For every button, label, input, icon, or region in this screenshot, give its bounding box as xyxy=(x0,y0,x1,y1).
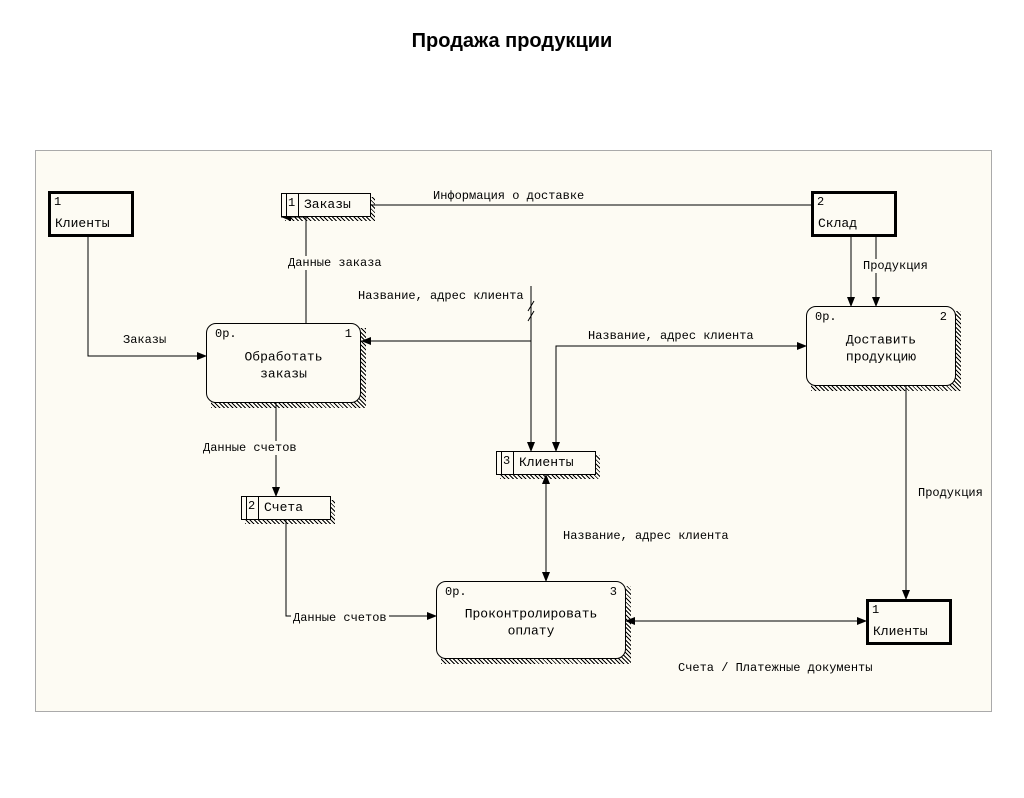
edge-label-e-sklad-deliver: Продукция xyxy=(861,259,930,273)
external-entity-sklad: 2 Склад xyxy=(811,191,897,237)
external-entity-clients-bottom: 1 Клиенты xyxy=(866,599,952,645)
entity-number: 1 xyxy=(872,603,879,617)
edge-label-e-clients-orders: Заказы xyxy=(121,333,168,347)
process-deliver-product: 0р. 2 Доставитьпродукцию xyxy=(806,306,956,386)
edge-label-e-clientsds-control: Название, адрес клиента xyxy=(561,529,731,543)
entity-label: Клиенты xyxy=(873,624,928,639)
datastore-label: Заказы xyxy=(304,197,351,212)
entity-number: 1 xyxy=(54,195,61,209)
edge-e-accounts-control xyxy=(286,520,436,616)
data-store-clients-ds: 3 Клиенты xyxy=(496,451,596,475)
edge-e-clientsds-deliver xyxy=(556,346,806,451)
datastore-number: 2 xyxy=(248,499,255,513)
edge-label-e-proc-accounts: Данные счетов xyxy=(201,441,299,455)
edge-label-e-clientsds-deliver: Название, адрес клиента xyxy=(586,329,756,343)
edge-label-e-accounts-control: Данные счетов xyxy=(291,611,389,625)
data-store-accounts-ds: 2 Счета xyxy=(241,496,331,520)
process-label: Обработатьзаказы xyxy=(207,349,360,383)
edge-label-e-control-clientsbot: Счета / Платежные документы xyxy=(676,661,874,675)
process-control-payment: 0р. 3 Проконтролироватьоплату xyxy=(436,581,626,659)
entity-label: Склад xyxy=(818,216,857,231)
edge-label-e-deliver-clientsbot: Продукция xyxy=(916,486,985,500)
data-store-orders-ds: 1 Заказы xyxy=(281,193,371,217)
edge-label-e-proc-clientsds-up: Название, адрес клиента xyxy=(356,289,526,303)
edge-label-e-ordersds-deliver: Информация о доставке xyxy=(431,189,586,203)
process-code: 0р. xyxy=(215,327,237,341)
datastore-number: 3 xyxy=(503,454,510,468)
process-code: 0р. xyxy=(815,310,837,324)
entity-number: 2 xyxy=(817,195,824,209)
diagram-title: Продажа продукции xyxy=(0,30,1024,53)
process-number: 2 xyxy=(940,310,947,324)
diagram-canvas: 1 Клиенты 2 Склад 1 Клиенты 1 Заказы 2 Счета 3 Клие… xyxy=(35,150,992,712)
edge-label-e-proc-ordersds: Данные заказа xyxy=(286,256,384,270)
datastore-label: Счета xyxy=(264,500,303,515)
datastore-number: 1 xyxy=(288,196,295,210)
external-entity-clients-top: 1 Клиенты xyxy=(48,191,134,237)
datastore-label: Клиенты xyxy=(519,455,574,470)
process-process-orders: 0р. 1 Обработатьзаказы xyxy=(206,323,361,403)
process-code: 0р. xyxy=(445,585,467,599)
process-number: 3 xyxy=(610,585,617,599)
edge-e-proc-clientsds-up xyxy=(361,286,531,451)
edge-e-proc-ordersds xyxy=(281,217,306,323)
process-label: Доставитьпродукцию xyxy=(807,332,955,366)
process-label: Проконтролироватьоплату xyxy=(437,606,625,640)
entity-label: Клиенты xyxy=(55,216,110,231)
process-number: 1 xyxy=(345,327,352,341)
